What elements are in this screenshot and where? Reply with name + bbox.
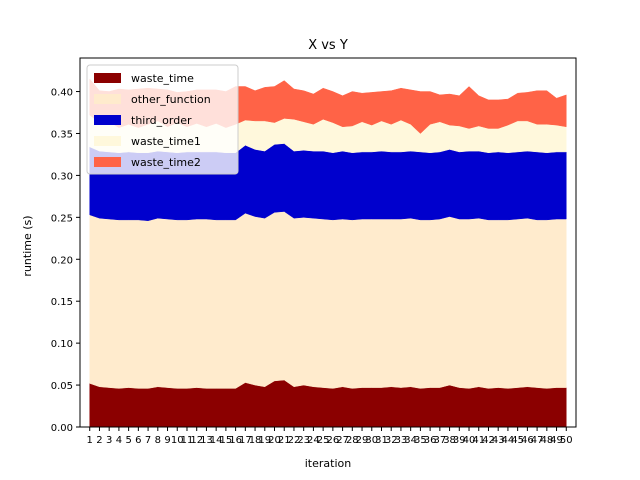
legend-swatch-third_order — [94, 115, 121, 125]
x-tick-label: 31 — [375, 435, 388, 446]
x-tick-label: 28 — [346, 435, 359, 446]
x-tick-label: 14 — [210, 435, 223, 446]
x-tick-label: 42 — [482, 435, 495, 446]
x-tick-label: 7 — [145, 435, 151, 446]
x-tick-label: 5 — [125, 435, 131, 446]
y-tick-label: 0.35 — [51, 129, 73, 140]
x-tick-label: 40 — [463, 435, 476, 446]
x-tick-label: 15 — [220, 435, 233, 446]
x-tick-label: 27 — [336, 435, 349, 446]
x-tick-label: 36 — [424, 435, 437, 446]
y-tick-label: 0.00 — [51, 423, 73, 434]
legend: waste_time other_function third_orderwaste… — [86, 64, 239, 175]
x-tick-label: 20 — [268, 435, 281, 446]
x-tick-label: 17 — [239, 435, 252, 446]
x-axis-ticks: 1 2 3 4 5 6 7 8 9 1011121314151617181920212223242… — [87, 427, 573, 446]
y-tick-label: 0.05 — [51, 381, 73, 392]
legend-box — [86, 64, 239, 175]
x-tick-label: 34 — [404, 435, 417, 446]
x-tick-label: 45 — [511, 435, 524, 446]
area-series-other_function — [89, 211, 567, 389]
x-tick-label: 37 — [433, 435, 446, 446]
y-axis-label: runtime (s) — [21, 215, 34, 276]
x-tick-label: 43 — [492, 435, 505, 446]
x-tick-label: 26 — [326, 435, 339, 446]
x-tick-label: 22 — [288, 435, 301, 446]
x-tick-label: 4 — [116, 435, 122, 446]
x-tick-label: 25 — [317, 435, 330, 446]
legend-label-waste_time: waste_time — [131, 72, 194, 85]
x-tick-label: 19 — [258, 435, 271, 446]
x-tick-label: 6 — [135, 435, 141, 446]
x-tick-label: 9 — [164, 435, 170, 446]
y-tick-label: 0.25 — [51, 213, 73, 224]
y-tick-label: 0.40 — [51, 88, 73, 99]
legend-label-waste_time2: waste_time2 — [131, 156, 201, 169]
x-tick-label: 49 — [550, 435, 563, 446]
x-tick-label: 3 — [106, 435, 112, 446]
x-tick-label: 30 — [365, 435, 378, 446]
x-tick-label: 21 — [278, 435, 291, 446]
x-tick-label: 11 — [181, 435, 194, 446]
x-tick-label: 23 — [297, 435, 310, 446]
legend-swatch-waste_time — [94, 73, 121, 83]
x-tick-label: 12 — [190, 435, 203, 446]
plot-frame — [79, 57, 577, 428]
x-tick-label: 32 — [385, 435, 398, 446]
y-tick-label: 0.20 — [51, 255, 73, 266]
x-tick-label: 8 — [155, 435, 161, 446]
legend-swatch-other_function — [94, 94, 121, 104]
x-tick-label: 47 — [531, 435, 544, 446]
x-tick-label: 35 — [414, 435, 427, 446]
legend-label-other_function: other_function — [131, 93, 211, 106]
x-tick-label: 50 — [560, 435, 573, 446]
legend-label-waste_time1: waste_time1 — [131, 135, 201, 148]
y-tick-label: 0.10 — [51, 339, 73, 350]
x-tick-label: 1 — [87, 435, 93, 446]
x-tick-label: 41 — [472, 435, 485, 446]
chart-title: X vs Y — [308, 38, 348, 53]
x-tick-label: 38 — [443, 435, 456, 446]
x-tick-label: 18 — [249, 435, 262, 446]
y-tick-label: 0.15 — [51, 297, 73, 308]
x-tick-label: 29 — [356, 435, 369, 446]
legend-label-third_order: third_order — [131, 114, 192, 127]
legend-swatch-waste_time2 — [94, 157, 121, 167]
legend-swatch-waste_time1 — [94, 136, 121, 146]
x-tick-label: 48 — [540, 435, 553, 446]
x-tick-label: 13 — [200, 435, 213, 446]
x-tick-label: 10 — [171, 435, 184, 446]
x-axis-label: iteration — [305, 457, 351, 470]
x-tick-label: 16 — [229, 435, 242, 446]
x-tick-label: 39 — [453, 435, 466, 446]
x-tick-label: 2 — [96, 435, 102, 446]
x-tick-label: 44 — [502, 435, 515, 446]
y-axis-ticks: 0.00 0.05 0.10 0.15 0.20 0.25 0.30 0.35 0.40 — [51, 88, 80, 434]
x-tick-label: 46 — [521, 435, 534, 446]
y-tick-label: 0.30 — [51, 171, 73, 182]
x-tick-label: 33 — [395, 435, 408, 446]
x-tick-label: 24 — [307, 435, 320, 446]
